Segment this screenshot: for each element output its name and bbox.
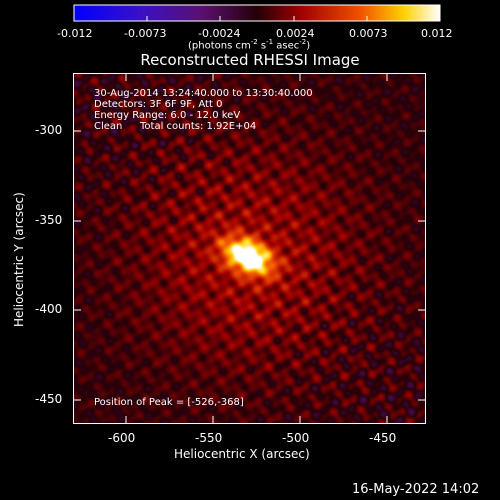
x-tick-label: -500 — [282, 431, 310, 445]
x-axis-label: Heliocentric X (arcsec) — [174, 447, 310, 461]
x-tick-label: -450 — [369, 431, 397, 445]
colorbar-tick-label: -0.012 — [57, 27, 93, 40]
info-total-counts: Total counts: 1.92E+04 — [140, 121, 257, 132]
x-tick-label: -550 — [195, 431, 223, 445]
y-tick-label: -300 — [35, 123, 63, 137]
y-tick-label: -350 — [35, 213, 63, 227]
info-detectors: Detectors: 3F 6F 9F, Att 0 — [94, 99, 223, 110]
date-stamp: 16-May-2022 14:02 — [352, 482, 480, 497]
y-tick-label: -450 — [35, 392, 63, 406]
rhessi-image — [74, 74, 425, 423]
rhessi-image-panel: 30-Aug-2014 13:24:40.000 to 13:30:40.000… — [73, 73, 426, 424]
info-energy-range: Energy Range: 6.0 - 12.0 keV — [94, 110, 241, 121]
info-peak-position: Position of Peak = [-526,-368] — [94, 397, 244, 408]
y-tick-label: -400 — [35, 302, 63, 316]
colorbar-tick-label: 0.0073 — [349, 27, 388, 40]
colorbar — [73, 4, 441, 22]
y-axis-label: Heliocentric Y (arcsec) — [12, 192, 26, 327]
info-method: Clean — [94, 121, 123, 132]
colorbar-tick-label: 0.0024 — [276, 27, 315, 40]
colorbar-units: (photons cm-2 s-1 asec-2) — [188, 38, 311, 52]
plot-title: Reconstructed RHESSI Image — [140, 51, 360, 69]
colorbar-tick-label: 0.012 — [421, 27, 453, 40]
info-time-range: 30-Aug-2014 13:24:40.000 to 13:30:40.000 — [94, 88, 313, 99]
x-tick-label: -600 — [108, 431, 136, 445]
colorbar-tick-label: -0.0024 — [198, 27, 241, 40]
colorbar-tick-label: -0.0073 — [124, 27, 167, 40]
